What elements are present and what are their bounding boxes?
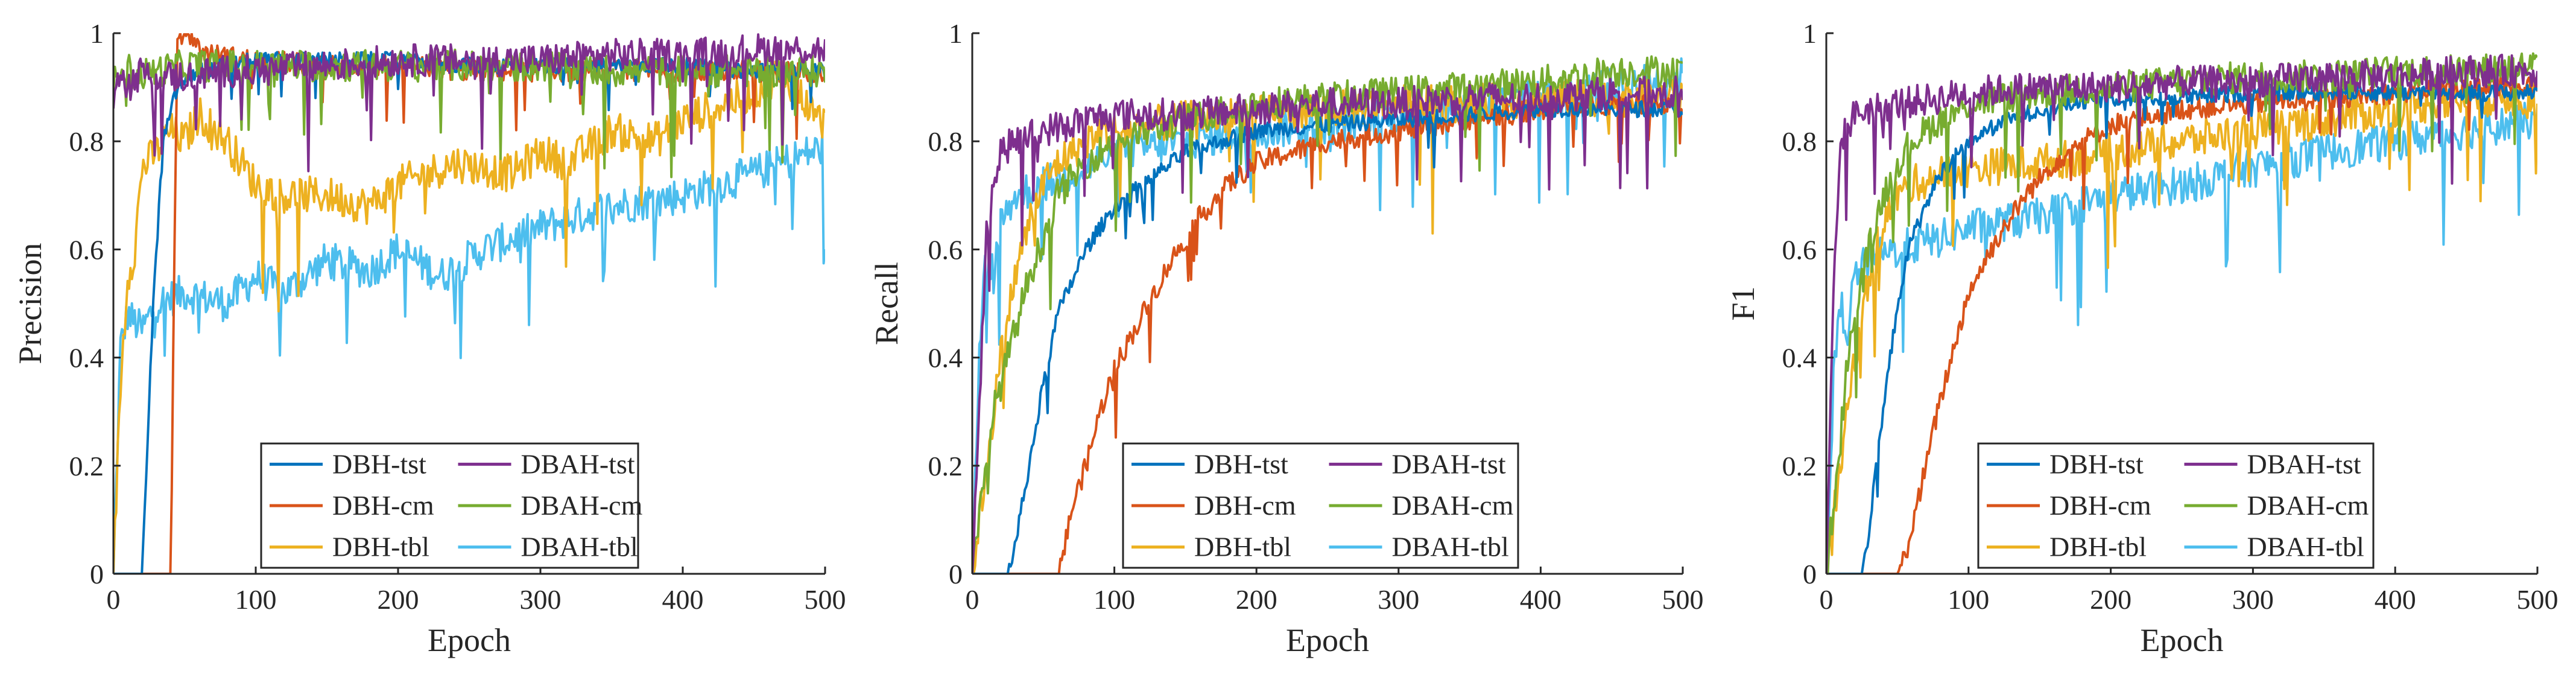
x-tick-label: 400	[1520, 584, 1562, 615]
series-line-dbh-tbl	[113, 59, 825, 574]
y-tick-label: 1	[90, 18, 104, 49]
series-group-f1	[1826, 52, 2537, 574]
legend-label-dbh-cm: DBH-cm	[2049, 490, 2151, 521]
y-tick-label: 0	[1803, 559, 1817, 590]
legend-label-dbh-cm: DBH-cm	[332, 490, 434, 521]
legend-label-dbah-cm: DBAH-cm	[521, 490, 643, 521]
legend: DBH-tst DBAH-tst DBH-cm DBAH-cm DBH-tbl DBAH-…	[260, 442, 643, 569]
y-tick-label: 0.8	[69, 126, 104, 157]
y-tick-label: 0.2	[69, 451, 104, 482]
series-group-recall	[972, 55, 1683, 574]
x-axis-label: Epoch	[2141, 622, 2224, 658]
legend-label-dbah-tbl: DBAH-tbl	[521, 532, 638, 562]
x-tick-label: 300	[2232, 584, 2274, 615]
series-line-dbah-tbl	[1826, 101, 2537, 574]
legend: DBH-tst DBAH-tst DBH-cm DBAH-cm DBH-tbl DBAH-…	[1977, 442, 2375, 569]
series-line-dbah-tbl	[113, 131, 825, 574]
legend-label-dbah-tst: DBAH-tst	[2247, 448, 2361, 479]
x-tick-label: 300	[520, 584, 562, 615]
y-tick-label: 0.4	[69, 343, 104, 373]
x-tick-label: 500	[805, 584, 846, 615]
legend-box	[1122, 442, 1519, 569]
x-axis-label: Epoch	[428, 622, 511, 658]
y-tick-label: 0.6	[928, 234, 963, 265]
y-tick-label: 0	[949, 559, 963, 590]
y-tick-label: 0.2	[928, 451, 963, 482]
x-tick-label: 100	[235, 584, 277, 615]
chart-panel-precision: 0 100 200 300 400 500 0 0.2 0.4 0.6 0.8 1 Epoch Preci…	[12, 18, 846, 658]
legend-label-dbah-tst: DBAH-tst	[1392, 448, 1506, 479]
x-tick-label: 300	[1378, 584, 1419, 615]
series-line-dbah-cm	[1826, 52, 2537, 574]
legend-label-dbah-cm: DBAH-cm	[2247, 490, 2369, 521]
x-tick-label: 200	[378, 584, 419, 615]
series-line-dbah-cm	[972, 55, 1683, 574]
y-tick-label: 1	[949, 18, 963, 49]
series-line-dbh-tst	[972, 100, 1683, 574]
y-tick-label: 1	[1803, 18, 1817, 49]
legend-label-dbh-cm: DBH-cm	[1194, 490, 1296, 521]
series-line-dbah-tst	[113, 33, 825, 173]
chart-panel-f1: 0 100 200 300 400 500 0 0.2 0.4 0.6 0.8 1 Epoch F1 DBH…	[1725, 18, 2559, 658]
legend-label-dbh-tst: DBH-tst	[332, 448, 426, 479]
y-tick-label: 0.4	[1782, 343, 1817, 373]
legend-label-dbh-tst: DBH-tst	[1194, 448, 1288, 479]
x-tick-label: 200	[1236, 584, 1277, 615]
series-line-dbah-tst	[972, 75, 1683, 574]
y-tick-label: 0.6	[1782, 234, 1817, 265]
y-tick-label: 0.8	[928, 126, 963, 157]
x-tick-label: 0	[107, 584, 121, 615]
chart-panel-recall: 0 100 200 300 400 500 0 0.2 0.4 0.6 0.8 1 Epoch Recal…	[869, 18, 1704, 658]
legend-box	[260, 442, 639, 569]
y-axis-label: Precision	[12, 243, 48, 364]
legend-label-dbah-tbl: DBAH-tbl	[1392, 532, 1509, 562]
legend-label-dbah-tbl: DBAH-tbl	[2247, 532, 2364, 562]
legend-label-dbh-tbl: DBH-tbl	[1194, 532, 1291, 562]
series-line-dbh-tst	[1826, 83, 2537, 574]
legend-label-dbah-cm: DBAH-cm	[1392, 490, 1514, 521]
series-line-dbah-tst	[1826, 54, 2537, 574]
y-axis-label: Recall	[869, 262, 905, 345]
legend-label-dbh-tbl: DBH-tbl	[332, 532, 429, 562]
x-tick-label: 100	[1948, 584, 1989, 615]
x-tick-label: 400	[662, 584, 704, 615]
y-tick-label: 0.4	[928, 343, 963, 373]
legend-label-dbh-tst: DBH-tst	[2049, 448, 2144, 479]
legend: DBH-tst DBAH-tst DBH-cm DBAH-cm DBH-tbl DBAH-…	[1122, 442, 1519, 569]
x-tick-label: 0	[966, 584, 979, 615]
y-tick-label: 0.2	[1782, 451, 1817, 482]
series-group-precision	[113, 33, 825, 574]
x-tick-label: 500	[1662, 584, 1704, 615]
y-axis-label: F1	[1725, 286, 1761, 320]
legend-label-dbh-tbl: DBH-tbl	[2049, 532, 2147, 562]
x-tick-label: 200	[2090, 584, 2131, 615]
x-tick-label: 400	[2375, 584, 2416, 615]
y-tick-label: 0	[90, 559, 104, 590]
x-tick-label: 0	[1820, 584, 1834, 615]
y-tick-label: 0.8	[1782, 126, 1817, 157]
y-tick-label: 0.6	[69, 234, 104, 265]
x-tick-label: 500	[2517, 584, 2559, 615]
legend-label-dbah-tst: DBAH-tst	[521, 448, 635, 479]
legend-box	[1977, 442, 2375, 569]
x-axis-label: Epoch	[1286, 622, 1369, 658]
x-tick-label: 100	[1093, 584, 1135, 615]
